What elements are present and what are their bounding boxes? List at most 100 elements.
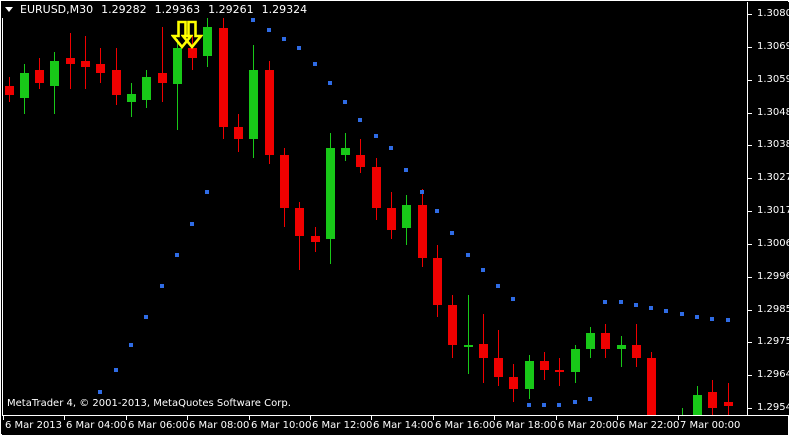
candle-body — [525, 361, 534, 390]
quote-high: 1.29363 — [154, 3, 201, 16]
price-tick-mark — [748, 79, 752, 81]
candle-wick — [728, 382, 729, 416]
candle-body — [494, 357, 503, 377]
sar-dot — [251, 18, 255, 22]
time-tick-mark — [310, 416, 311, 420]
price-tick-mark — [748, 14, 752, 15]
sar-dot — [282, 37, 286, 41]
time-tick-mark — [617, 416, 618, 420]
plot-right-border — [747, 2, 748, 415]
price-tick-label: 1.30275 — [757, 172, 789, 184]
candle-body — [555, 370, 564, 373]
sar-dot — [328, 81, 332, 85]
candle-body — [601, 332, 610, 349]
candle-body — [35, 70, 44, 83]
candle-body — [464, 345, 473, 348]
candle-body — [142, 76, 151, 100]
sar-dot — [144, 315, 148, 319]
sar-dot — [542, 403, 546, 407]
sar-dot — [175, 253, 179, 257]
candle-wick — [299, 201, 300, 271]
candle-body — [81, 60, 90, 68]
sar-dot — [664, 309, 668, 313]
sar-dot — [511, 297, 515, 301]
price-tick-mark — [748, 112, 752, 114]
candle-body — [479, 343, 488, 358]
time-tick-label: 6 Mar 14:00 — [373, 420, 434, 431]
time-tick-label: 6 Mar 04:00 — [66, 420, 127, 431]
sar-dot — [710, 317, 714, 321]
price-tick-label: 1.29645 — [757, 369, 789, 381]
time-tick-mark — [678, 416, 679, 420]
candle-body — [617, 345, 626, 349]
candle-body — [418, 204, 427, 258]
price-tick-label: 1.30065 — [757, 237, 789, 249]
time-tick-label: 6 Mar 20:00 — [558, 420, 619, 431]
symbol-timeframe-label: EURUSD,M30 — [20, 3, 94, 16]
chart-plot-area[interactable] — [2, 18, 747, 416]
candle-body — [540, 361, 549, 371]
time-tick-mark — [64, 416, 65, 420]
price-tick-label: 1.30485 — [757, 106, 789, 118]
sar-dot — [435, 209, 439, 213]
sar-dot — [98, 390, 102, 394]
quote-low: 1.29261 — [208, 3, 254, 16]
price-tick-label: 1.30170 — [757, 205, 789, 216]
time-tick-mark — [187, 416, 188, 420]
candle-body — [280, 154, 289, 208]
price-tick-label: 1.30695 — [757, 40, 789, 52]
candle-body — [724, 401, 733, 407]
time-tick-label: 6 Mar 08:00 — [189, 420, 250, 431]
price-tick-label: 1.30590 — [757, 73, 789, 85]
price-tick-label: 1.30800 — [757, 8, 789, 19]
candle-wick — [468, 295, 469, 374]
time-tick-mark — [433, 416, 434, 420]
candle-body — [265, 70, 274, 155]
sar-dot — [481, 268, 485, 272]
quote-close: 1.29324 — [261, 3, 308, 16]
quote-open: 1.29282 — [101, 3, 147, 16]
price-tick-label: 1.29750 — [757, 336, 789, 348]
candle-body — [586, 332, 595, 349]
candle-body — [326, 148, 335, 240]
sar-dot — [619, 300, 623, 304]
candle-wick — [162, 26, 163, 102]
sar-dot — [190, 222, 194, 226]
sell-arrow-1 — [171, 20, 193, 50]
candle-wick — [682, 408, 683, 416]
candle-body — [5, 85, 14, 96]
candle-body — [127, 93, 136, 102]
sar-dot — [160, 284, 164, 288]
time-tick-label: 6 Mar 16:00 — [435, 420, 496, 431]
candle-body — [112, 70, 121, 96]
candle-body — [234, 126, 243, 140]
sar-dot — [573, 400, 577, 404]
candle-body — [372, 167, 381, 208]
time-tick-mark — [126, 416, 127, 420]
candle-body — [173, 48, 182, 85]
candle-body — [433, 257, 442, 305]
price-tick-mark — [748, 276, 752, 278]
price-tick-mark — [748, 408, 752, 409]
candle-wick — [621, 336, 622, 368]
candle-body — [632, 345, 641, 358]
sar-dot — [404, 168, 408, 172]
sar-dot — [114, 368, 118, 372]
price-tick-mark — [748, 211, 752, 212]
time-tick-label: 6 Mar 12:00 — [312, 420, 373, 431]
sar-dot — [588, 397, 592, 401]
price-tick-label: 1.29540 — [757, 402, 789, 413]
plot-left-border — [2, 18, 3, 415]
time-tick-mark — [556, 416, 557, 420]
time-axis[interactable]: 6 Mar 2013 6 Mar 04:00 6 Mar 06:00 6 Mar 08… — [2, 416, 788, 435]
time-tick-mark — [3, 416, 4, 420]
price-tick-mark — [748, 145, 752, 147]
price-axis[interactable]: 1.30800 1.30695 1.30590 1.30485 1.30380 1.302… — [748, 2, 789, 415]
candle-body — [96, 64, 105, 74]
time-tick-label: 6 Mar 22:00 — [619, 420, 680, 431]
price-tick-label: 1.30380 — [757, 139, 789, 151]
candle-body — [158, 73, 167, 83]
sar-dot — [267, 28, 271, 32]
chevron-down-icon[interactable] — [5, 7, 13, 12]
candle-body — [387, 207, 396, 230]
